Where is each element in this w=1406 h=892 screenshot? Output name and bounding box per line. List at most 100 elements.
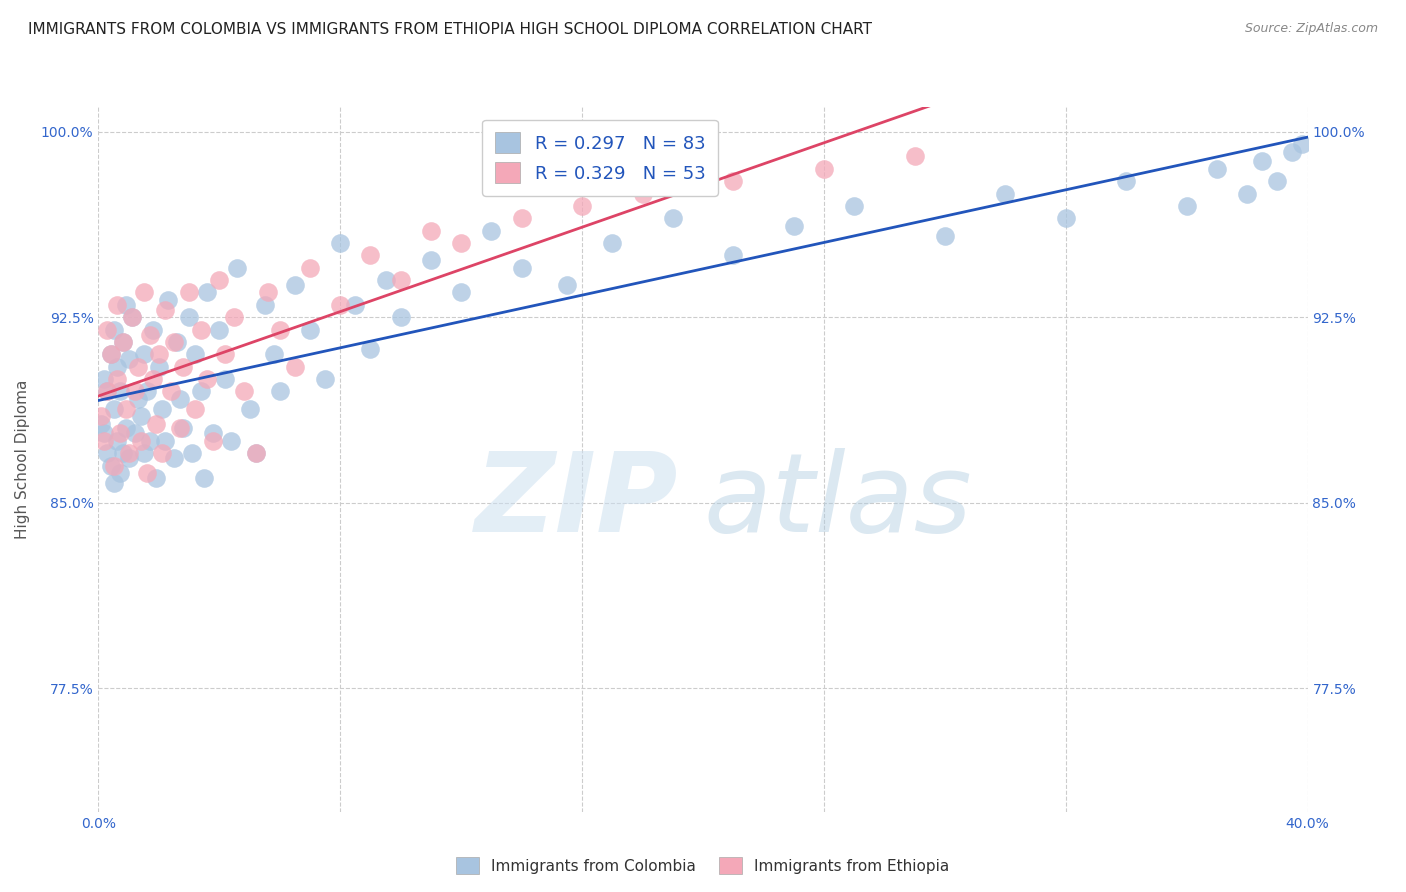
- Point: [184, 401, 207, 416]
- Point: [813, 161, 835, 176]
- Point: [510, 211, 533, 226]
- Legend: R = 0.297   N = 83, R = 0.329   N = 53: R = 0.297 N = 83, R = 0.329 N = 53: [482, 120, 718, 195]
- Point: [450, 235, 472, 250]
- Point: [360, 343, 382, 357]
- Point: [481, 224, 503, 238]
- Point: [844, 199, 866, 213]
- Point: [118, 451, 141, 466]
- Point: [389, 310, 412, 325]
- Point: [96, 384, 118, 399]
- Point: [190, 322, 212, 336]
- Point: [127, 359, 149, 374]
- Point: [195, 285, 218, 300]
- Point: [172, 359, 194, 374]
- Point: [132, 347, 155, 361]
- Point: [105, 298, 128, 312]
- Point: [96, 384, 118, 399]
- Point: [329, 298, 352, 312]
- Point: [555, 278, 578, 293]
- Point: [1281, 145, 1303, 159]
- Point: [111, 334, 134, 349]
- Point: [105, 372, 128, 386]
- Point: [114, 401, 136, 416]
- Point: [160, 384, 183, 399]
- Point: [1115, 174, 1137, 188]
- Point: [121, 310, 143, 325]
- Point: [124, 426, 146, 441]
- Point: [1206, 161, 1229, 176]
- Point: [135, 384, 157, 399]
- Point: [103, 401, 125, 416]
- Point: [145, 417, 167, 431]
- Point: [299, 322, 322, 336]
- Point: [142, 322, 165, 336]
- Point: [1054, 211, 1077, 226]
- Point: [190, 384, 212, 399]
- Point: [450, 285, 472, 300]
- Point: [139, 327, 162, 342]
- Point: [184, 347, 207, 361]
- Point: [135, 466, 157, 480]
- Point: [723, 174, 745, 188]
- Text: Source: ZipAtlas.com: Source: ZipAtlas.com: [1244, 22, 1378, 36]
- Point: [631, 186, 654, 201]
- Point: [329, 235, 352, 250]
- Point: [374, 273, 396, 287]
- Point: [100, 347, 122, 361]
- Point: [179, 310, 201, 325]
- Point: [93, 434, 115, 448]
- Point: [179, 285, 201, 300]
- Point: [124, 384, 146, 399]
- Point: [93, 426, 115, 441]
- Point: [1291, 137, 1313, 152]
- Point: [602, 235, 624, 250]
- Point: [420, 224, 443, 238]
- Point: [253, 298, 276, 312]
- Point: [169, 421, 191, 435]
- Point: [108, 466, 131, 480]
- Point: [284, 278, 307, 293]
- Point: [169, 392, 191, 406]
- Point: [245, 446, 267, 460]
- Point: [127, 392, 149, 406]
- Point: [269, 384, 291, 399]
- Point: [263, 347, 285, 361]
- Point: [139, 434, 162, 448]
- Point: [114, 298, 136, 312]
- Point: [100, 347, 122, 361]
- Point: [118, 352, 141, 367]
- Point: [195, 372, 218, 386]
- Point: [934, 228, 956, 243]
- Point: [1175, 199, 1198, 213]
- Point: [314, 372, 336, 386]
- Point: [1267, 174, 1289, 188]
- Point: [142, 372, 165, 386]
- Point: [214, 347, 236, 361]
- Point: [661, 211, 683, 226]
- Point: [245, 446, 267, 460]
- Point: [214, 372, 236, 386]
- Text: IMMIGRANTS FROM COLOMBIA VS IMMIGRANTS FROM ETHIOPIA HIGH SCHOOL DIPLOMA CORRELA: IMMIGRANTS FROM COLOMBIA VS IMMIGRANTS F…: [28, 22, 872, 37]
- Point: [121, 310, 143, 325]
- Point: [360, 248, 382, 262]
- Point: [269, 322, 291, 336]
- Point: [100, 458, 122, 473]
- Point: [114, 421, 136, 435]
- Point: [202, 426, 225, 441]
- Point: [96, 446, 118, 460]
- Text: ZIP: ZIP: [475, 448, 679, 555]
- Point: [129, 434, 152, 448]
- Point: [420, 253, 443, 268]
- Point: [208, 322, 231, 336]
- Point: [226, 260, 249, 275]
- Point: [510, 260, 533, 275]
- Y-axis label: High School Diploma: High School Diploma: [15, 380, 30, 539]
- Point: [221, 434, 243, 448]
- Point: [344, 298, 367, 312]
- Point: [783, 219, 806, 233]
- Point: [111, 334, 134, 349]
- Point: [153, 434, 176, 448]
- Point: [111, 446, 134, 460]
- Point: [181, 446, 204, 460]
- Point: [299, 260, 322, 275]
